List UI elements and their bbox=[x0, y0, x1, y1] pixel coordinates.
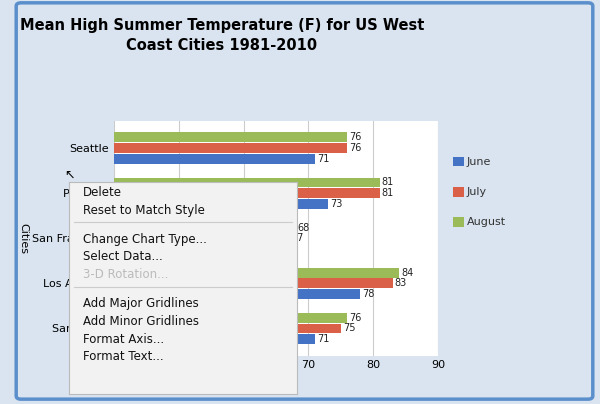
Bar bbox=[0, 234, 289, 243]
Bar bbox=[0, 268, 399, 278]
Text: Select Data...: Select Data... bbox=[83, 250, 163, 263]
Text: 67: 67 bbox=[291, 234, 303, 243]
Bar bbox=[0, 199, 328, 209]
Bar bbox=[0, 223, 295, 232]
Bar bbox=[0, 313, 347, 323]
Text: 71: 71 bbox=[317, 154, 329, 164]
Bar bbox=[0, 177, 380, 187]
Text: 76: 76 bbox=[349, 143, 362, 153]
Text: 73: 73 bbox=[330, 199, 342, 209]
Text: 66: 66 bbox=[284, 244, 296, 254]
Text: 3-D Rotation...: 3-D Rotation... bbox=[83, 268, 168, 281]
Text: Delete: Delete bbox=[83, 186, 122, 199]
Text: 81: 81 bbox=[382, 188, 394, 198]
Text: 84: 84 bbox=[401, 267, 413, 278]
Text: 76: 76 bbox=[349, 313, 362, 323]
Text: Format Text...: Format Text... bbox=[83, 350, 163, 363]
Text: 75: 75 bbox=[343, 324, 355, 333]
Bar bbox=[0, 278, 392, 288]
Text: 68: 68 bbox=[298, 223, 310, 233]
Bar bbox=[0, 244, 283, 254]
Text: 83: 83 bbox=[395, 278, 407, 288]
Text: 81: 81 bbox=[382, 177, 394, 187]
Bar bbox=[0, 143, 347, 153]
Text: July: July bbox=[467, 187, 487, 197]
Text: 71: 71 bbox=[317, 334, 329, 344]
Bar bbox=[0, 154, 315, 164]
Bar bbox=[0, 188, 380, 198]
Text: Change Chart Type...: Change Chart Type... bbox=[83, 233, 206, 246]
Text: Reset to Match Style: Reset to Match Style bbox=[83, 204, 205, 217]
Bar bbox=[0, 133, 347, 142]
Bar bbox=[0, 289, 360, 299]
Text: Add Minor Gridlines: Add Minor Gridlines bbox=[83, 315, 199, 328]
Text: 78: 78 bbox=[362, 289, 374, 299]
Bar bbox=[0, 324, 341, 333]
Bar bbox=[0, 335, 315, 344]
Y-axis label: Cities: Cities bbox=[19, 223, 29, 254]
Text: August: August bbox=[467, 217, 506, 227]
Text: Mean High Summer Temperature (F) for US West
Coast Cities 1981-2010: Mean High Summer Temperature (F) for US … bbox=[20, 18, 424, 53]
Text: ↖: ↖ bbox=[64, 168, 75, 181]
Text: June: June bbox=[467, 157, 491, 166]
Text: Add Major Gridlines: Add Major Gridlines bbox=[83, 297, 199, 310]
Text: Format Axis...: Format Axis... bbox=[83, 332, 164, 345]
Text: 76: 76 bbox=[349, 133, 362, 143]
